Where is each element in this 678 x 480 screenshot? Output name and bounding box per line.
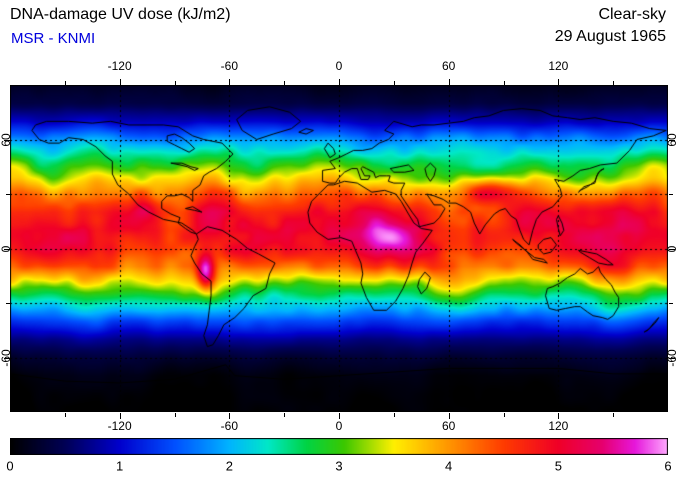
lon-tick-label: -60 [220, 419, 238, 433]
lon-tick-label: 60 [441, 419, 456, 433]
colorbar-tick-label: 0 [6, 458, 14, 474]
lon-tick-label: -120 [107, 419, 132, 433]
lon-tick-label: -60 [220, 59, 238, 73]
lon-tick-mark [119, 413, 121, 419]
lon-tick-mark [503, 413, 505, 417]
colorbar-tick-label: 6 [664, 458, 672, 474]
lat-tick-mark [669, 357, 675, 359]
lon-tick-label: 120 [548, 419, 569, 433]
lon-tick-mark [284, 413, 286, 417]
colorbar [10, 438, 668, 455]
lon-tick-label: -120 [107, 59, 132, 73]
colorbar-tick-label: 5 [554, 458, 562, 474]
lon-tick-mark [613, 413, 615, 417]
condition-label: Clear-sky [598, 6, 666, 23]
lon-tick-mark [64, 413, 66, 417]
lon-tick-label: 0 [335, 59, 343, 73]
world-uv-dose-map [10, 85, 668, 412]
colorbar-tick-label: 1 [116, 458, 124, 474]
colorbar-tick-label: 4 [445, 458, 453, 474]
lat-tick-mark [669, 139, 675, 141]
lon-tick-label: 120 [548, 59, 569, 73]
lat-tick-mark [669, 248, 675, 250]
lon-tick-mark [339, 413, 340, 419]
lon-tick-mark [229, 413, 231, 419]
colorbar-tick-label: 3 [335, 458, 343, 474]
date-label: 29 August 1965 [554, 28, 666, 45]
lat-tick-mark [669, 303, 673, 304]
lat-tick-mark [669, 194, 673, 195]
lon-tick-mark [174, 413, 176, 417]
colorbar-tick-label: 2 [225, 458, 233, 474]
figure-source: MSR - KNMI [11, 30, 96, 47]
lon-tick-mark [448, 413, 450, 419]
lon-tick-label: 60 [441, 59, 456, 73]
lon-tick-label: 0 [335, 419, 343, 433]
lon-tick-mark [393, 413, 395, 417]
lon-tick-mark [558, 413, 560, 419]
figure-title: DNA-damage UV dose (kJ/m2) [10, 6, 231, 23]
